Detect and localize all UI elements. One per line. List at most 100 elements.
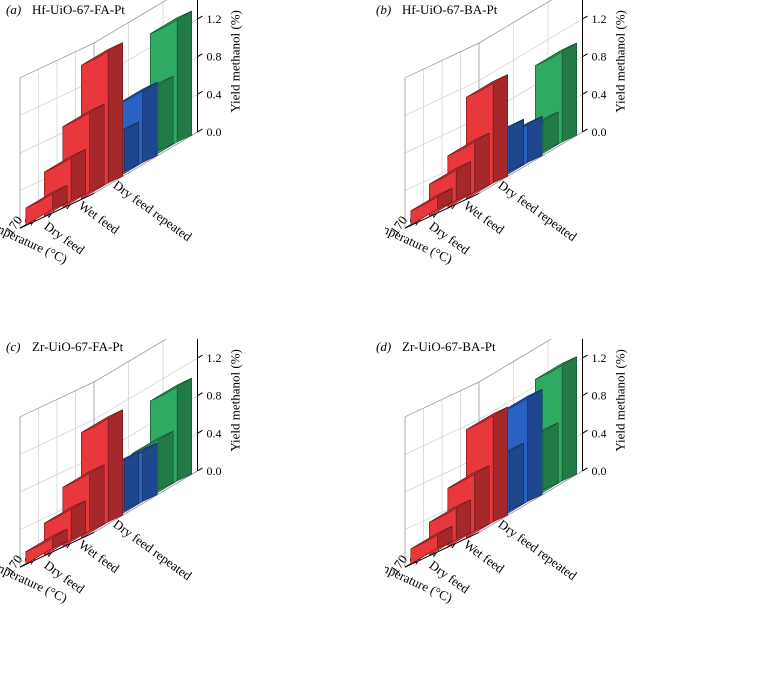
z-tick-label: 0.0 [207, 125, 222, 139]
bar-top-face [43, 500, 86, 524]
bar-top-face [428, 499, 471, 523]
z-tick-label: 0.4 [207, 87, 222, 101]
z-tick-label: 0.4 [207, 426, 222, 440]
z-tick-label: 0.8 [207, 50, 222, 64]
bar-side-face [492, 406, 508, 523]
bar-side-face [142, 82, 158, 163]
z-tick [582, 15, 588, 20]
y-tick-label: Wet feed [461, 537, 508, 577]
z-tick [582, 429, 588, 434]
bar-top-face [466, 406, 508, 431]
y-tick-label: Wet feed [76, 198, 123, 238]
bar-top-face [150, 10, 192, 35]
bar-top-face [410, 525, 453, 550]
bar-top-face [81, 42, 123, 66]
bar-top-face [535, 356, 577, 380]
bar-side-face [508, 442, 524, 511]
z-tick-label: 0.4 [592, 87, 607, 101]
panel-letter: (a) [6, 2, 22, 17]
z-tick-label: 1.2 [592, 12, 607, 26]
x-axis-line [19, 192, 95, 229]
bar-side-face [176, 10, 192, 143]
bar-top-face [447, 465, 490, 489]
z-tick-label: 1.2 [207, 351, 222, 365]
panel-title: Hf-UiO-67-BA-Pt [402, 2, 498, 17]
panel-title: Zr-UiO-67-FA-Pt [32, 339, 124, 354]
z-tick [582, 53, 588, 58]
panel-a: (a) Hf-UiO-67-FA-Pt 0.0 0.4 0.8 1.2 Yield me… [0, 0, 385, 339]
z-tick-label: 0.8 [207, 389, 222, 403]
bar [410, 187, 453, 226]
bar [410, 525, 453, 565]
z-tick [582, 392, 588, 397]
z-tick-label: 0.4 [592, 426, 607, 440]
bar-top-face [62, 464, 105, 488]
bar-top-face [43, 149, 86, 173]
z-tick [582, 90, 588, 95]
y-tick-label: Dry feed repeated [110, 177, 195, 244]
x-axis-line [19, 531, 95, 568]
y-tick-label: Wet feed [461, 198, 508, 238]
panel-title: Zr-UiO-67-BA-Pt [402, 339, 496, 354]
z-axis-title: Yield methanol (%) [228, 349, 243, 452]
z-tick [197, 354, 203, 359]
bar-side-face [107, 409, 123, 523]
bar-top-face [81, 409, 123, 433]
y-tick-label: Dry feed repeated [495, 516, 580, 583]
panel-c: (c) Zr-UiO-67-FA-Pt 0.0 0.4 0.8 1.2 Yield me… [0, 339, 385, 678]
panel-d: (d) Zr-UiO-67-BA-Pt 0.0 0.4 0.8 1.2 Yield me… [376, 339, 770, 678]
bar [43, 500, 86, 556]
z-tick-label: 0.0 [592, 464, 607, 478]
z-tick-label: 1.2 [207, 12, 222, 26]
panel-letter: (c) [6, 339, 21, 354]
bar-side-face [492, 74, 508, 184]
bar-side-face [107, 42, 123, 184]
bar-side-face [176, 377, 192, 482]
bar-top-face [25, 185, 68, 209]
bar-top-face [131, 430, 174, 455]
bar-side-face [543, 422, 559, 490]
z-tick [197, 15, 203, 20]
z-tick [197, 90, 203, 95]
bar-top-face [25, 528, 68, 553]
z-tick [197, 392, 203, 397]
bars-layer [25, 377, 192, 565]
bar-side-face [89, 103, 105, 192]
bar-top-face [428, 161, 471, 185]
z-tick-label: 1.2 [592, 351, 607, 365]
bar [25, 185, 68, 226]
z-axis-title: Yield methanol (%) [613, 10, 628, 113]
z-tick [582, 354, 588, 359]
bar-top-face [150, 377, 192, 402]
bar-side-face [158, 75, 174, 151]
z-tick [582, 467, 588, 472]
z-tick [582, 128, 588, 133]
bars-layer [25, 10, 192, 226]
bar-side-face [142, 442, 158, 502]
bar-side-face [474, 465, 490, 531]
z-tick-label: 0.8 [592, 50, 607, 64]
bar-side-face [474, 132, 490, 192]
panel-b: (b) Hf-UiO-67-BA-Pt 0.0 0.4 0.8 1.2 Yield me… [376, 0, 770, 339]
y-tick-label: Dry feed repeated [495, 177, 580, 244]
bar-side-face [508, 118, 524, 172]
z-axis-title: Yield methanol (%) [228, 10, 243, 113]
z-tick-label: 0.8 [592, 389, 607, 403]
bar [25, 528, 68, 565]
panel-letter: (b) [376, 2, 392, 17]
bar-side-face [123, 451, 139, 511]
bar-top-face [535, 42, 577, 67]
bar-top-face [62, 103, 105, 127]
bar-top-face [410, 187, 453, 212]
bar-side-face [158, 430, 174, 490]
bar-side-face [561, 356, 577, 482]
panel-title: Hf-UiO-67-FA-Pt [32, 2, 125, 17]
bars-layer [410, 356, 577, 565]
y-tick-label: Dry feed repeated [110, 516, 195, 583]
z-tick [197, 429, 203, 434]
